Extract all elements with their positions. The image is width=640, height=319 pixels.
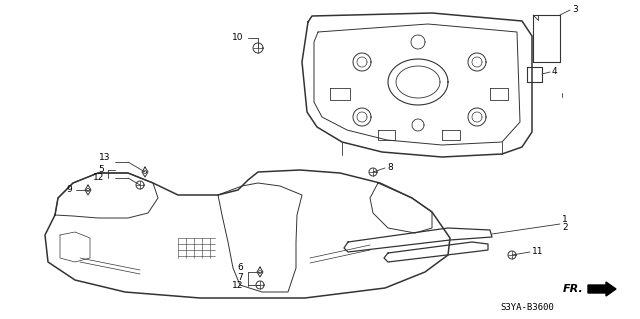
Text: 11: 11 (532, 248, 543, 256)
Text: 13: 13 (99, 153, 110, 162)
Text: 6: 6 (237, 263, 243, 272)
FancyArrow shape (588, 282, 616, 296)
Text: 9: 9 (67, 186, 72, 195)
Text: 3: 3 (572, 5, 578, 14)
Text: 12: 12 (93, 174, 104, 182)
Text: 2: 2 (562, 224, 568, 233)
Text: 4: 4 (552, 68, 557, 77)
Text: 1: 1 (562, 216, 568, 225)
Text: 10: 10 (232, 33, 243, 42)
Text: 7: 7 (237, 273, 243, 283)
Text: S3YA-B3600: S3YA-B3600 (500, 303, 554, 313)
Text: 8: 8 (387, 164, 393, 173)
Text: FR.: FR. (563, 284, 584, 294)
Text: 12: 12 (232, 281, 243, 291)
Text: 5: 5 (99, 166, 104, 174)
